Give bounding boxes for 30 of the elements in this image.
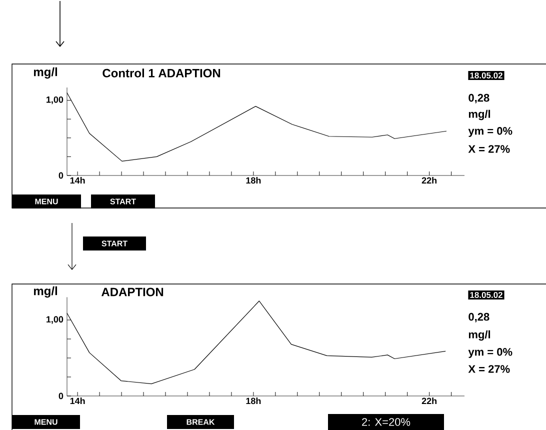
- x-tick-label: 18h: [246, 177, 261, 184]
- text: 2: X=20%: [362, 418, 410, 426]
- x-tick-label: 18h: [246, 398, 261, 404]
- text: 0,28: [468, 312, 490, 322]
- text: mg/l: [468, 110, 490, 120]
- text: MENU: [35, 198, 58, 204]
- text: X = 27%: [468, 365, 510, 373]
- text: MENU: [34, 419, 58, 425]
- x-tick-label: 22h: [422, 398, 437, 404]
- text: mg/l: [468, 330, 490, 341]
- chart-title: ADAPTION: [102, 288, 164, 296]
- text: START: [110, 198, 136, 204]
- y-tick-label: 1,00: [46, 316, 64, 324]
- text: 18.05.02: [470, 292, 502, 298]
- x-tick-label: 22h: [422, 177, 437, 184]
- y-axis-title: mg/l: [34, 286, 58, 298]
- y-tick-label: 0: [58, 392, 64, 400]
- text: ym = 0%: [468, 127, 512, 137]
- y-tick-label: 0: [58, 172, 64, 179]
- text: 0,28: [468, 94, 490, 104]
- text: BREAK: [186, 419, 215, 425]
- x-tick-label: 14h: [70, 177, 85, 184]
- text: START: [102, 240, 128, 246]
- y-axis-title: mg/l: [34, 67, 58, 79]
- text: X = 27%: [468, 145, 510, 153]
- y-tick-label: 1,00: [46, 96, 64, 104]
- text: 18.05.02: [470, 72, 502, 78]
- chart-title: Control 1 ADAPTION: [102, 68, 220, 78]
- text: ym = 0%: [468, 348, 512, 358]
- x-tick-label: 14h: [70, 398, 85, 404]
